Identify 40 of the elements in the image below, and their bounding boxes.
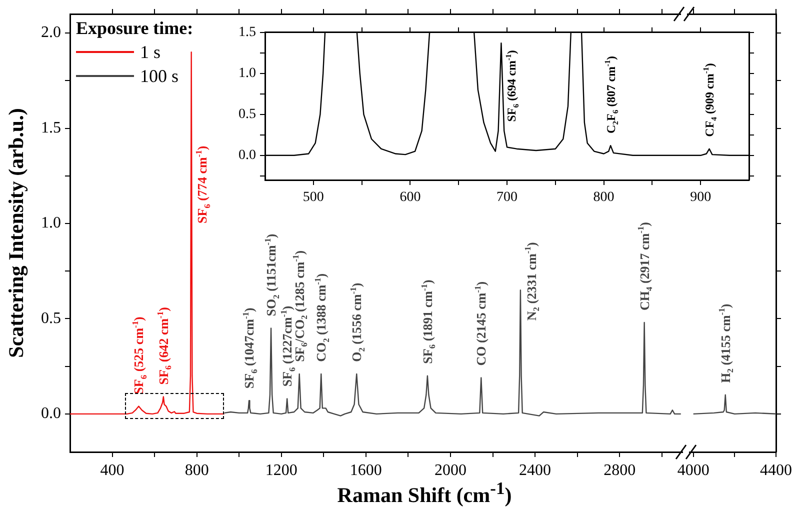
y-tick-label: 1.5 [41,119,61,136]
annotation: SO2 (1151cm-1) [262,234,281,316]
x-tick-label: 1600 [350,462,382,479]
annotation: SF6 (774 cm-1) [193,146,212,224]
y-tick-label: 0.0 [238,148,256,164]
annotation: CO2 (1388 cm-1) [312,273,331,362]
y-tick-label: 2.0 [41,24,61,42]
x-tick-label: 2800 [604,462,636,479]
x-tick-label: 600 [400,190,421,206]
legend-label: 100 s [140,65,179,88]
x-tick-label: 700 [496,190,518,206]
y-tick-label: 0.0 [41,405,61,422]
x-tick-label: 1200 [265,462,298,479]
x-axis-title: Raman Shift (cm$^{-1}$) [336,478,513,508]
annotation: H2 (4155 cm-1) [716,304,736,383]
y-tick-label: 0.5 [238,107,256,122]
y-tick-label: 0.5 [41,310,61,327]
annotation: O2 (1556 cm-1) [348,282,366,362]
annotation: SF6 (1047cm-1) [240,308,259,389]
annotation: SF6 (1891 cm-1) [418,280,438,364]
y-axis-title: Scattering Intensity (arb.u.) [4,107,29,360]
annotation: SF6 (525 cm-1) [130,316,148,394]
y-tick-label: 1.5 [238,25,256,40]
x-tick-label: 2000 [434,462,466,479]
legend-label: 1 s [140,41,161,64]
x-tick-label: 900 [690,190,712,206]
x-tick-label: 4400 [760,462,792,479]
legend-title: Exposure time: [76,17,194,40]
y-tick-label: 1.0 [41,214,61,232]
annotation: CO (2145 cm-1) [472,281,489,366]
annotation: SF6 (642 cm-1) [154,307,174,385]
x-tick-label: 500 [302,190,324,206]
annotation: N2 (2331 cm-1) [522,242,542,321]
x-tick-label: 2400 [519,462,552,479]
x-tick-label: 4000 [677,462,710,479]
x-tick-label: 400 [100,462,124,479]
annotation: CH4 (2917 cm-1) [636,222,654,311]
x-tick-label: 800 [184,462,209,479]
x-tick-label: 800 [593,190,614,206]
y-tick-label: 1.0 [238,66,256,82]
